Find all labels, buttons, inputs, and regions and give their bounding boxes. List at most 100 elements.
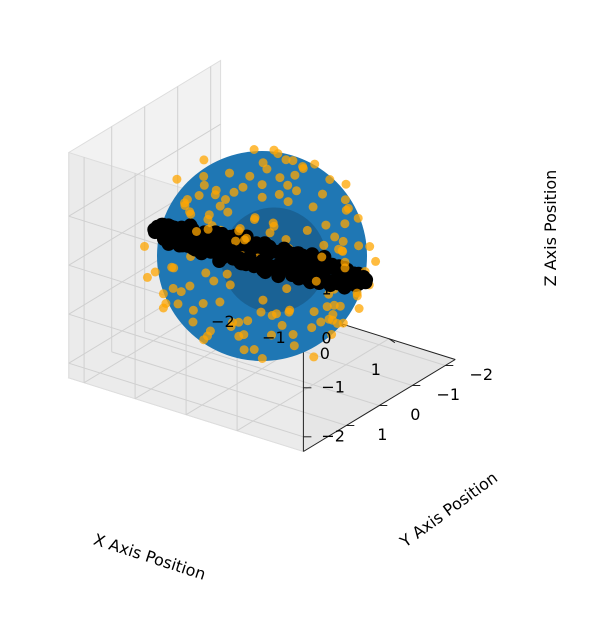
tick-labels: −2 −1 0 1 −2 −1 0 1 −2 −1 0 1 bbox=[211, 279, 493, 445]
z-grid-line bbox=[68, 362, 304, 438]
scatter-point bbox=[258, 295, 268, 305]
y-grid-line bbox=[111, 351, 347, 426]
scatter-point bbox=[318, 189, 327, 199]
scatter-point bbox=[354, 241, 364, 251]
scatter-point bbox=[267, 310, 277, 320]
ring-point bbox=[290, 262, 305, 276]
scatter-point bbox=[265, 228, 275, 238]
scatter-point bbox=[319, 240, 329, 250]
scatter-point bbox=[229, 187, 239, 197]
y-tick-label: −1 bbox=[437, 385, 461, 404]
scatter-point bbox=[199, 171, 209, 181]
scatter-point bbox=[167, 262, 177, 272]
z-grid-line bbox=[68, 123, 221, 217]
scatter-point bbox=[274, 189, 284, 199]
scatter-point bbox=[317, 252, 327, 262]
scatter-point bbox=[309, 352, 319, 362]
z-tick-label: −1 bbox=[321, 377, 345, 396]
scatter-point bbox=[283, 197, 293, 207]
scatter-point bbox=[201, 268, 211, 278]
scatter-point bbox=[340, 263, 350, 273]
scatter-point bbox=[150, 267, 160, 277]
scatter-point bbox=[275, 173, 285, 183]
scatter-point bbox=[284, 307, 294, 317]
scatter-point bbox=[172, 174, 182, 184]
scatter-point bbox=[310, 159, 320, 169]
x-tick-label: −1 bbox=[262, 328, 286, 347]
x-tick-label: 0 bbox=[320, 344, 330, 363]
scatter-point bbox=[168, 283, 178, 293]
scatter-point bbox=[222, 269, 232, 279]
scatter-point bbox=[203, 214, 213, 224]
scatter-point bbox=[288, 156, 298, 166]
scatter-point bbox=[338, 236, 348, 246]
scatter-point bbox=[309, 307, 319, 317]
scatter-point bbox=[354, 304, 364, 313]
scatter-point bbox=[223, 207, 233, 217]
y-grid-line bbox=[144, 331, 380, 406]
scatter-point bbox=[203, 224, 213, 234]
scatter-point bbox=[188, 305, 198, 315]
scatter-point bbox=[209, 276, 219, 286]
scatter-point bbox=[256, 307, 266, 317]
ring-point bbox=[239, 254, 254, 269]
scatter-point bbox=[277, 320, 287, 330]
scatter-point bbox=[289, 341, 299, 351]
scatter-point bbox=[243, 316, 253, 326]
scatter-point bbox=[226, 322, 236, 331]
scatter-point bbox=[158, 289, 168, 299]
x-axis-label: X Axis Position bbox=[91, 530, 208, 584]
scatter-point bbox=[337, 246, 347, 256]
scatter-point bbox=[192, 227, 201, 236]
z-tick-label: 1 bbox=[321, 279, 331, 298]
scatter-point bbox=[283, 180, 293, 190]
scatter-point bbox=[325, 175, 335, 184]
scatter-point bbox=[250, 213, 260, 223]
scatter-point bbox=[302, 225, 312, 235]
scatter-point bbox=[234, 331, 244, 341]
scatter-point bbox=[198, 299, 208, 308]
scatter-point bbox=[185, 207, 195, 217]
scatter-point bbox=[343, 203, 353, 213]
scatter-point bbox=[290, 170, 300, 180]
scatter-point bbox=[282, 284, 292, 294]
scatter-point bbox=[257, 192, 267, 202]
scatter-point bbox=[249, 145, 259, 154]
scatter-point bbox=[335, 301, 345, 311]
scatter-point bbox=[173, 299, 183, 309]
scatter-point bbox=[234, 226, 244, 236]
scatter-point bbox=[352, 288, 362, 298]
ring-point bbox=[262, 239, 277, 254]
z-axis-label: Z Axis Position bbox=[541, 170, 560, 287]
scatter-point bbox=[340, 219, 350, 229]
scatter-point bbox=[268, 218, 278, 228]
scatter-point bbox=[316, 317, 326, 327]
scatter-point bbox=[142, 272, 152, 282]
y-tick-label: −2 bbox=[470, 365, 494, 384]
scatter-point bbox=[298, 162, 308, 171]
z-tick-label: −2 bbox=[321, 426, 345, 445]
scatter-point bbox=[245, 171, 255, 181]
scatter-point bbox=[258, 158, 268, 168]
scatter-point bbox=[194, 191, 204, 200]
scatter-point bbox=[199, 335, 209, 345]
scatter-point bbox=[308, 202, 318, 212]
scatter-point bbox=[199, 155, 209, 165]
x-tick-label: 1 bbox=[371, 360, 381, 379]
scatter-point bbox=[321, 220, 331, 230]
data-points bbox=[140, 145, 381, 363]
scatter-point bbox=[221, 195, 230, 204]
scatter-point bbox=[182, 195, 192, 204]
y-tick-label: 0 bbox=[410, 405, 420, 424]
scatter-point bbox=[327, 330, 337, 339]
scatter-point bbox=[225, 168, 234, 178]
scatter-point bbox=[292, 186, 301, 196]
scatter-point bbox=[188, 317, 198, 327]
scatter-point bbox=[307, 323, 317, 333]
scatter-point bbox=[365, 242, 375, 251]
scatter-point bbox=[267, 330, 276, 340]
scatter-point bbox=[322, 302, 332, 312]
scatter-point bbox=[311, 276, 321, 286]
scatter-point bbox=[215, 297, 225, 307]
